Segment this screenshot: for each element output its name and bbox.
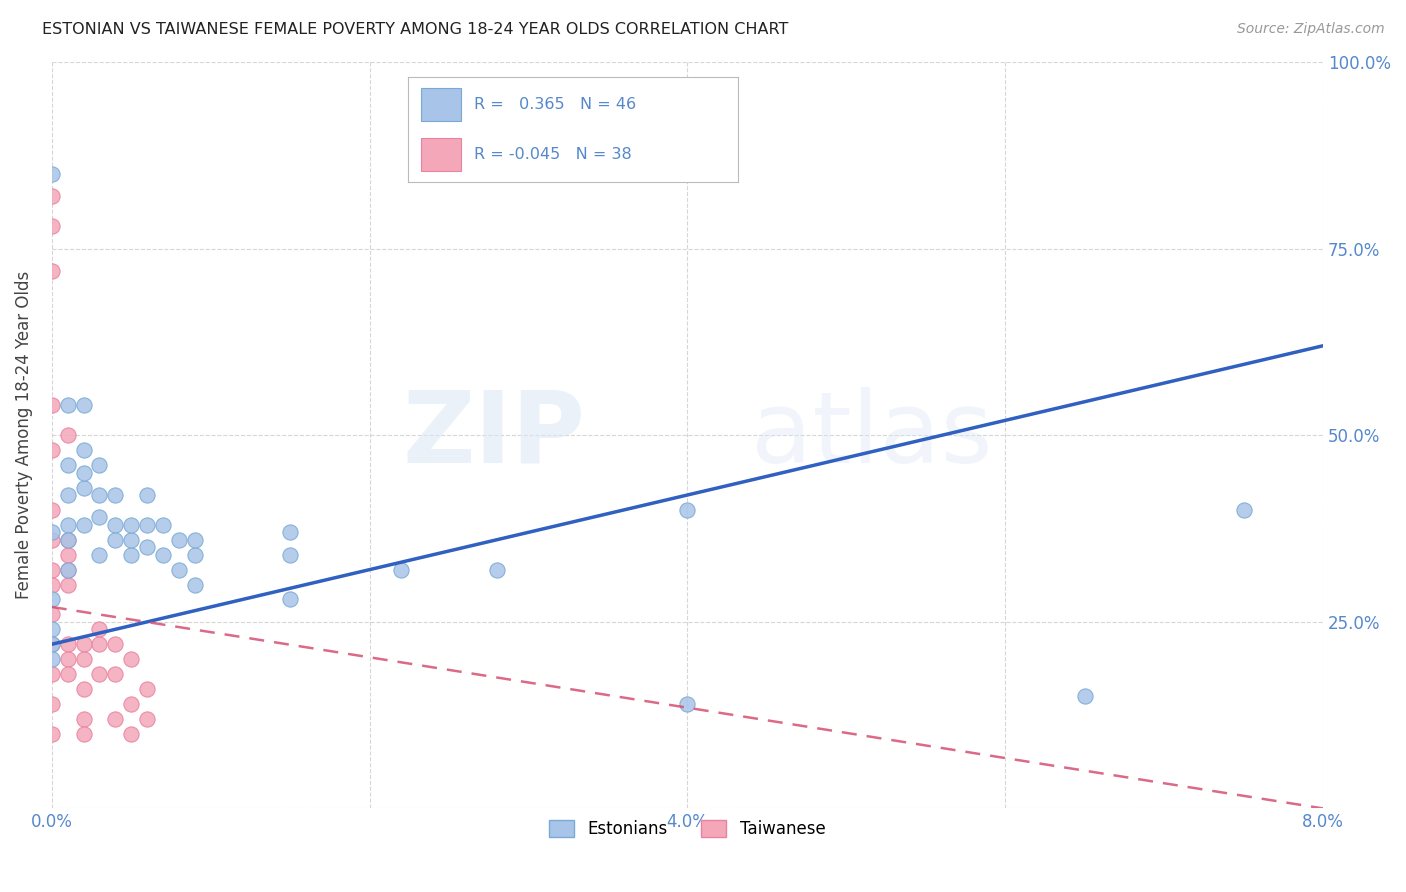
Point (136, 540, 159, 554)
Point (72, 712, 94, 726)
Point (485, 563, 508, 577)
Point (278, 525, 301, 540)
Point (152, 548, 174, 562)
Point (120, 533, 142, 547)
Point (167, 533, 190, 547)
Point (41, 577, 63, 591)
Point (120, 517, 142, 532)
Point (41, 264, 63, 278)
Point (41, 607, 63, 622)
Point (56, 563, 79, 577)
Point (120, 548, 142, 562)
Point (104, 517, 127, 532)
Point (56, 517, 79, 532)
Point (56, 652, 79, 666)
Point (104, 712, 127, 726)
Point (120, 652, 142, 666)
Point (41, 652, 63, 666)
Point (676, 697, 699, 711)
Point (89, 623, 111, 637)
Point (104, 637, 127, 651)
Point (41, 189, 63, 203)
Point (41, 167, 63, 181)
Point (41, 592, 63, 607)
Text: ESTONIAN VS TAIWANESE FEMALE POVERTY AMONG 18-24 YEAR OLDS CORRELATION CHART: ESTONIAN VS TAIWANESE FEMALE POVERTY AMO… (42, 22, 789, 37)
Point (104, 488, 127, 502)
Text: Source: ZipAtlas.com: Source: ZipAtlas.com (1237, 22, 1385, 37)
Point (41, 563, 63, 577)
Point (72, 652, 94, 666)
Point (41, 533, 63, 547)
Point (136, 681, 159, 696)
Legend: Estonians, Taiwanese: Estonians, Taiwanese (543, 814, 832, 845)
Point (72, 637, 94, 651)
Point (89, 458, 111, 472)
Point (56, 667, 79, 681)
Point (1074, 690, 1097, 704)
Point (56, 533, 79, 547)
Point (56, 577, 79, 591)
Point (41, 623, 63, 637)
Point (72, 681, 94, 696)
Point (136, 712, 159, 726)
Point (41, 219, 63, 234)
Text: atlas: atlas (751, 387, 993, 483)
Point (72, 517, 94, 532)
Point (56, 563, 79, 577)
Point (89, 510, 111, 524)
Point (41, 503, 63, 517)
Point (41, 637, 63, 651)
Point (89, 637, 111, 651)
Point (41, 667, 63, 681)
Point (120, 727, 142, 741)
Point (41, 637, 63, 651)
Point (184, 577, 207, 591)
Point (56, 458, 79, 472)
Point (56, 428, 79, 442)
Point (41, 727, 63, 741)
Point (278, 592, 301, 607)
Point (120, 697, 142, 711)
Point (136, 488, 159, 502)
Point (89, 488, 111, 502)
Point (167, 563, 190, 577)
Point (104, 667, 127, 681)
Point (72, 443, 94, 458)
Point (41, 525, 63, 540)
Point (676, 503, 699, 517)
Point (89, 667, 111, 681)
Point (1233, 503, 1256, 517)
Point (278, 548, 301, 562)
Point (152, 517, 174, 532)
Point (56, 548, 79, 562)
Point (41, 443, 63, 458)
Point (72, 466, 94, 480)
Point (56, 533, 79, 547)
Point (104, 533, 127, 547)
Point (184, 533, 207, 547)
Point (41, 697, 63, 711)
Point (184, 548, 207, 562)
Point (56, 637, 79, 651)
Point (41, 399, 63, 413)
Point (136, 517, 159, 532)
Point (72, 399, 94, 413)
Y-axis label: Female Poverty Among 18-24 Year Olds: Female Poverty Among 18-24 Year Olds (15, 271, 32, 599)
Point (56, 399, 79, 413)
Point (72, 727, 94, 741)
Point (89, 548, 111, 562)
Text: ZIP: ZIP (404, 387, 586, 483)
Point (56, 488, 79, 502)
Point (389, 563, 412, 577)
Point (72, 481, 94, 495)
